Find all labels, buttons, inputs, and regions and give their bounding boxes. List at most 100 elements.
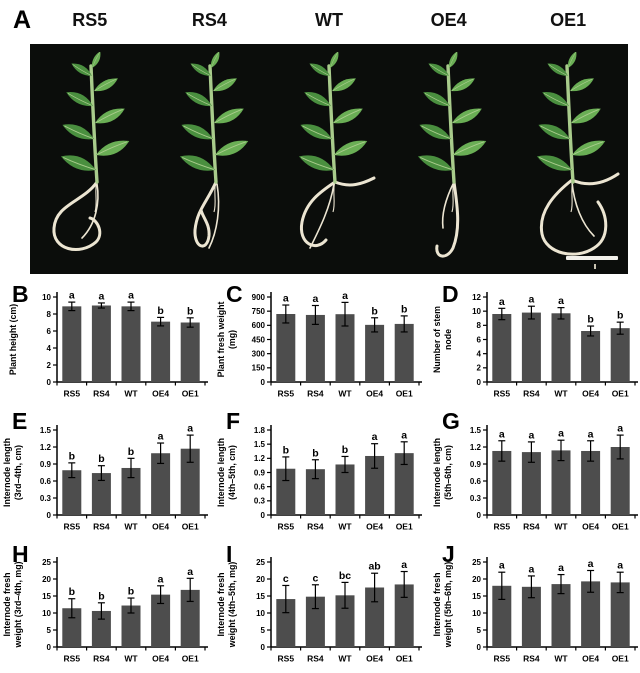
bar [91,473,111,515]
significance-letter: ab [368,561,380,573]
y-tick-label: 600 [252,321,266,330]
bar [521,312,541,382]
y-tick-label: 10 [472,609,481,618]
x-category-label: RS5 [64,522,81,532]
leaf [452,108,482,124]
significance-letter: b [69,450,75,462]
y-tick-label: 1.5 [254,440,266,449]
panel-letter-i: I [226,541,233,567]
panel-letter-g: G [442,408,460,434]
y-axis-label: Plant height (cm) [8,304,18,375]
x-category-label: OE1 [182,389,199,399]
leaf [213,78,237,92]
leaf [95,108,125,124]
y-tick-label: 8 [47,310,52,319]
y-tick-label: 450 [252,335,266,344]
panel-letter-a: A [13,6,32,34]
panel-g-chart: G 0 0.3 0.6 0.9 1.2 1.5 a RS5 a RS4 a WT a OE4 a OE1 Int… [430,408,640,541]
y-tick-label: 6 [477,335,482,344]
genotype-label-wt: WT [314,10,343,30]
leaf [333,108,363,124]
y-tick-label: 10 [256,609,265,618]
y-axis-label: Internode fresh [216,572,226,636]
significance-letter: b [342,444,348,456]
leaf [60,155,96,171]
y-tick-label: 0.6 [470,477,482,486]
y-tick-label: 2 [477,364,482,373]
x-category-label: WT [124,654,138,664]
panel-a: A RS5 RS4 WT OE4 OE1 [0,0,640,280]
x-category-label: OE4 [582,654,599,664]
significance-letter: a [401,559,407,571]
significance-letter: c [283,573,289,585]
panel-f-chart: F 0 0.3 0.6 0.9 1.2 1.5 1.8 b RS5 b RS4 b WT a OE4 a OE1… [214,408,430,541]
panel-letter-f: F [226,408,241,434]
bar [365,324,385,382]
bar [151,453,171,515]
bar [305,596,325,647]
significance-letter: a [499,560,505,572]
y-tick-label: 0.6 [40,477,52,486]
x-category-label: RS5 [494,522,511,532]
bar [180,322,200,382]
significance-letter: a [158,573,164,585]
bar [581,331,601,382]
x-category-label: WT [554,389,568,399]
bar [551,313,571,382]
y-axis-label: Internode length [2,438,12,507]
bar-chart-svg: 0 0.3 0.6 0.9 1.2 1.5 a RS5 a RS4 a WT a OE4 a OE1 Inter… [432,423,638,532]
leaf [179,155,215,171]
leaf [538,124,570,140]
genotype-label-rs4: RS4 [191,10,227,30]
significance-letter: b [401,303,407,315]
panel-i-chart: I 0 5 10 15 20 25 c RS5 c RS4 bc WT ab OE4 a OE1 Interno… [214,541,430,673]
bar [581,581,601,647]
x-category-label: RS5 [278,522,295,532]
significance-letter: b [371,305,377,317]
leaf [62,124,94,140]
y-axis-label: Plant fresh weight [216,302,226,378]
panel-letter-c: C [226,281,243,307]
bar [551,450,571,515]
y-tick-label: 15 [42,592,51,601]
x-category-label: RS5 [494,654,511,664]
plant-wt [298,52,376,249]
x-category-label: RS5 [278,389,295,399]
leaf [571,108,601,124]
panel-d-chart: D 0 2 4 6 8 10 12 a RS5 a RS4 a WT b OE4 b OE1 Number of … [430,281,640,408]
x-category-label: WT [338,522,352,532]
bar [180,448,200,515]
significance-letter: a [617,560,623,572]
x-category-label: OE1 [182,654,199,664]
bar [394,323,414,382]
significance-letter: b [187,305,193,317]
x-category-label: RS4 [307,654,324,664]
leaf [94,78,118,92]
y-axis-label: Internode fresh [432,572,442,636]
x-category-label: OE4 [152,654,169,664]
scale-bar-tick [594,264,596,269]
leaf [298,155,334,171]
y-axis-label: Internode length [216,438,226,507]
plant-oe4 [417,52,487,258]
y-axis-label: weight (5th–6th, mg) [443,562,453,649]
leaf [453,140,487,156]
bar-chart-svg: 0 0.3 0.6 0.9 1.2 1.5 b RS5 b RS4 b WT a OE4 a OE1 Inter… [2,423,208,532]
panel-j-chart: J 0 5 10 15 20 25 a RS5 a RS4 a WT a OE4 a OE1 Internode… [430,541,640,673]
y-tick-label: 0 [477,378,482,387]
leaf [570,78,594,92]
y-tick-label: 5 [261,626,266,635]
y-tick-label: 750 [252,307,266,316]
x-category-label: RS5 [64,389,81,399]
significance-letter: a [499,296,505,308]
plant-rs4 [179,52,249,249]
y-axis-label: weight (3rd–4th, mg) [13,561,23,648]
y-tick-label: 15 [472,592,481,601]
significance-letter: b [312,447,318,459]
panel-b-chart: B 0 2 4 6 8 10 a RS5 a RS4 a WT b OE4 b OE1 Plant height… [0,281,214,408]
x-category-label: WT [124,389,138,399]
significance-letter: a [128,290,134,302]
y-tick-label: 300 [252,349,266,358]
bar [581,450,601,515]
